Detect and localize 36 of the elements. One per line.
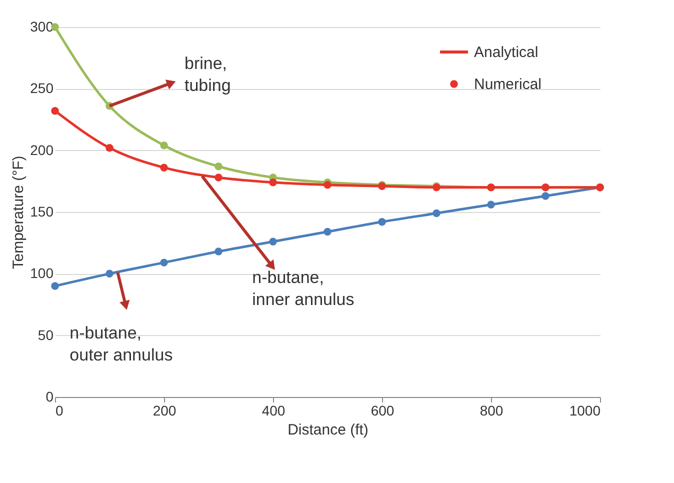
point (51, 107, 59, 115)
point (324, 181, 332, 189)
point (214, 162, 222, 170)
y-tick-label: 150 (30, 204, 54, 220)
x-tick-label: 1000 (569, 402, 601, 418)
x-tick-label: 600 (370, 402, 394, 418)
y-tick-label: 200 (30, 142, 54, 158)
point (160, 258, 168, 266)
annotation: brine, tubing (184, 54, 231, 95)
annotation: n-butane, inner annulus (252, 268, 354, 310)
legend-label: Numerical (474, 76, 542, 93)
annotation: n-butane, outer annulus (70, 323, 173, 364)
y-axis-title: Temperature (°F) (10, 156, 28, 270)
point (487, 200, 495, 208)
point (378, 218, 386, 226)
point (269, 238, 277, 246)
x-tick-label: 800 (480, 402, 504, 418)
point (51, 282, 59, 290)
point (432, 209, 440, 218)
x-axis-title: Distance (ft) (288, 422, 368, 438)
point (269, 178, 277, 186)
y-tick-label: 0 (46, 388, 54, 404)
y-tick-label: 50 (38, 326, 54, 343)
y-tick-label: 100 (30, 265, 54, 282)
point (106, 144, 114, 152)
point (214, 174, 222, 182)
x-tick-label: 400 (262, 402, 286, 418)
legend-label: Analytical (474, 44, 538, 61)
point (160, 164, 168, 172)
point (214, 248, 222, 256)
point (542, 192, 550, 200)
x-tick-label: 200 (152, 402, 176, 418)
point (324, 228, 332, 236)
y-tick-label: 250 (30, 80, 54, 96)
point (160, 142, 168, 150)
point (106, 270, 114, 278)
